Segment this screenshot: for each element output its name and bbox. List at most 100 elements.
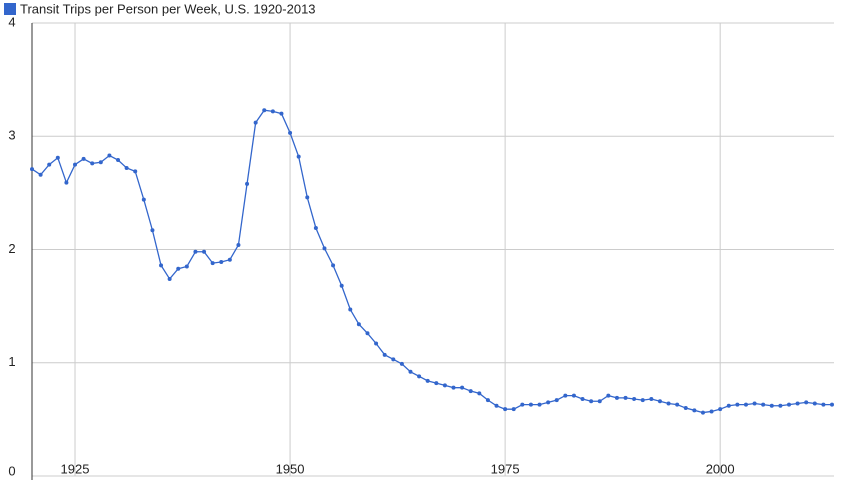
point <box>752 401 757 406</box>
y-tick-label: 3 <box>8 128 15 143</box>
point <box>184 264 189 269</box>
point <box>743 402 748 407</box>
point <box>477 391 482 396</box>
point <box>503 407 508 412</box>
point <box>159 263 164 268</box>
point <box>219 259 224 264</box>
point <box>563 393 568 398</box>
point <box>614 395 619 400</box>
point <box>778 403 783 408</box>
point <box>124 165 129 170</box>
point <box>511 407 516 412</box>
point <box>38 172 43 177</box>
point <box>640 398 645 403</box>
point <box>270 109 275 114</box>
x-tick-label: 1975 <box>491 461 520 476</box>
point <box>597 399 602 404</box>
point <box>167 276 172 281</box>
point <box>546 400 551 405</box>
point <box>116 158 121 163</box>
y-tick-label: 2 <box>8 241 15 256</box>
y-tick-label: 4 <box>8 14 15 29</box>
point <box>73 162 78 167</box>
point <box>657 399 662 404</box>
point <box>821 402 826 407</box>
point <box>786 402 791 407</box>
point <box>675 402 680 407</box>
point <box>700 410 705 415</box>
point <box>666 401 671 406</box>
point <box>210 261 215 266</box>
point <box>296 154 301 159</box>
point <box>90 161 95 166</box>
point <box>804 400 809 405</box>
point <box>288 130 293 135</box>
x-tick-label: 1950 <box>276 461 305 476</box>
point <box>313 225 318 230</box>
point <box>150 228 155 233</box>
point <box>391 357 396 362</box>
point <box>399 361 404 366</box>
line <box>31 109 832 414</box>
point <box>494 403 499 408</box>
point <box>632 396 637 401</box>
point <box>279 111 284 116</box>
x-tick-label: 1925 <box>61 461 90 476</box>
point <box>176 266 181 271</box>
y-tick-label: 0 <box>8 463 15 478</box>
point <box>718 407 723 412</box>
point <box>520 402 525 407</box>
point <box>571 393 576 398</box>
point <box>485 398 490 403</box>
point <box>107 153 112 158</box>
point <box>245 181 250 186</box>
point <box>460 385 465 390</box>
point <box>537 402 542 407</box>
point <box>262 108 267 113</box>
point <box>348 307 353 312</box>
point <box>554 398 559 403</box>
point <box>64 180 69 185</box>
point <box>305 195 310 200</box>
point <box>606 393 611 398</box>
point <box>382 352 387 357</box>
point <box>253 120 258 125</box>
point <box>769 403 774 408</box>
point <box>236 242 241 247</box>
point <box>649 396 654 401</box>
x-tick-label: 2000 <box>706 461 735 476</box>
point <box>98 160 103 165</box>
point <box>356 322 361 327</box>
legend-swatch <box>4 3 16 15</box>
point <box>589 399 594 404</box>
point <box>141 197 146 202</box>
point <box>55 155 60 160</box>
point <box>528 402 533 407</box>
point <box>339 283 344 288</box>
point <box>417 374 422 379</box>
point <box>322 246 327 251</box>
point <box>374 341 379 346</box>
point <box>683 406 688 411</box>
point <box>202 249 207 254</box>
point <box>812 401 817 406</box>
point <box>331 263 336 268</box>
point <box>795 401 800 406</box>
point <box>468 389 473 394</box>
point <box>408 369 413 374</box>
legend-label: Transit Trips per Person per Week, U.S. … <box>20 1 316 16</box>
point <box>692 408 697 413</box>
point <box>365 331 370 336</box>
point <box>623 395 628 400</box>
point <box>193 249 198 254</box>
point <box>709 409 714 414</box>
point <box>735 402 740 407</box>
point <box>761 402 766 407</box>
point <box>30 167 34 172</box>
point <box>425 378 430 383</box>
point <box>451 385 456 390</box>
point <box>830 402 834 407</box>
point <box>726 403 731 408</box>
point <box>442 383 447 388</box>
